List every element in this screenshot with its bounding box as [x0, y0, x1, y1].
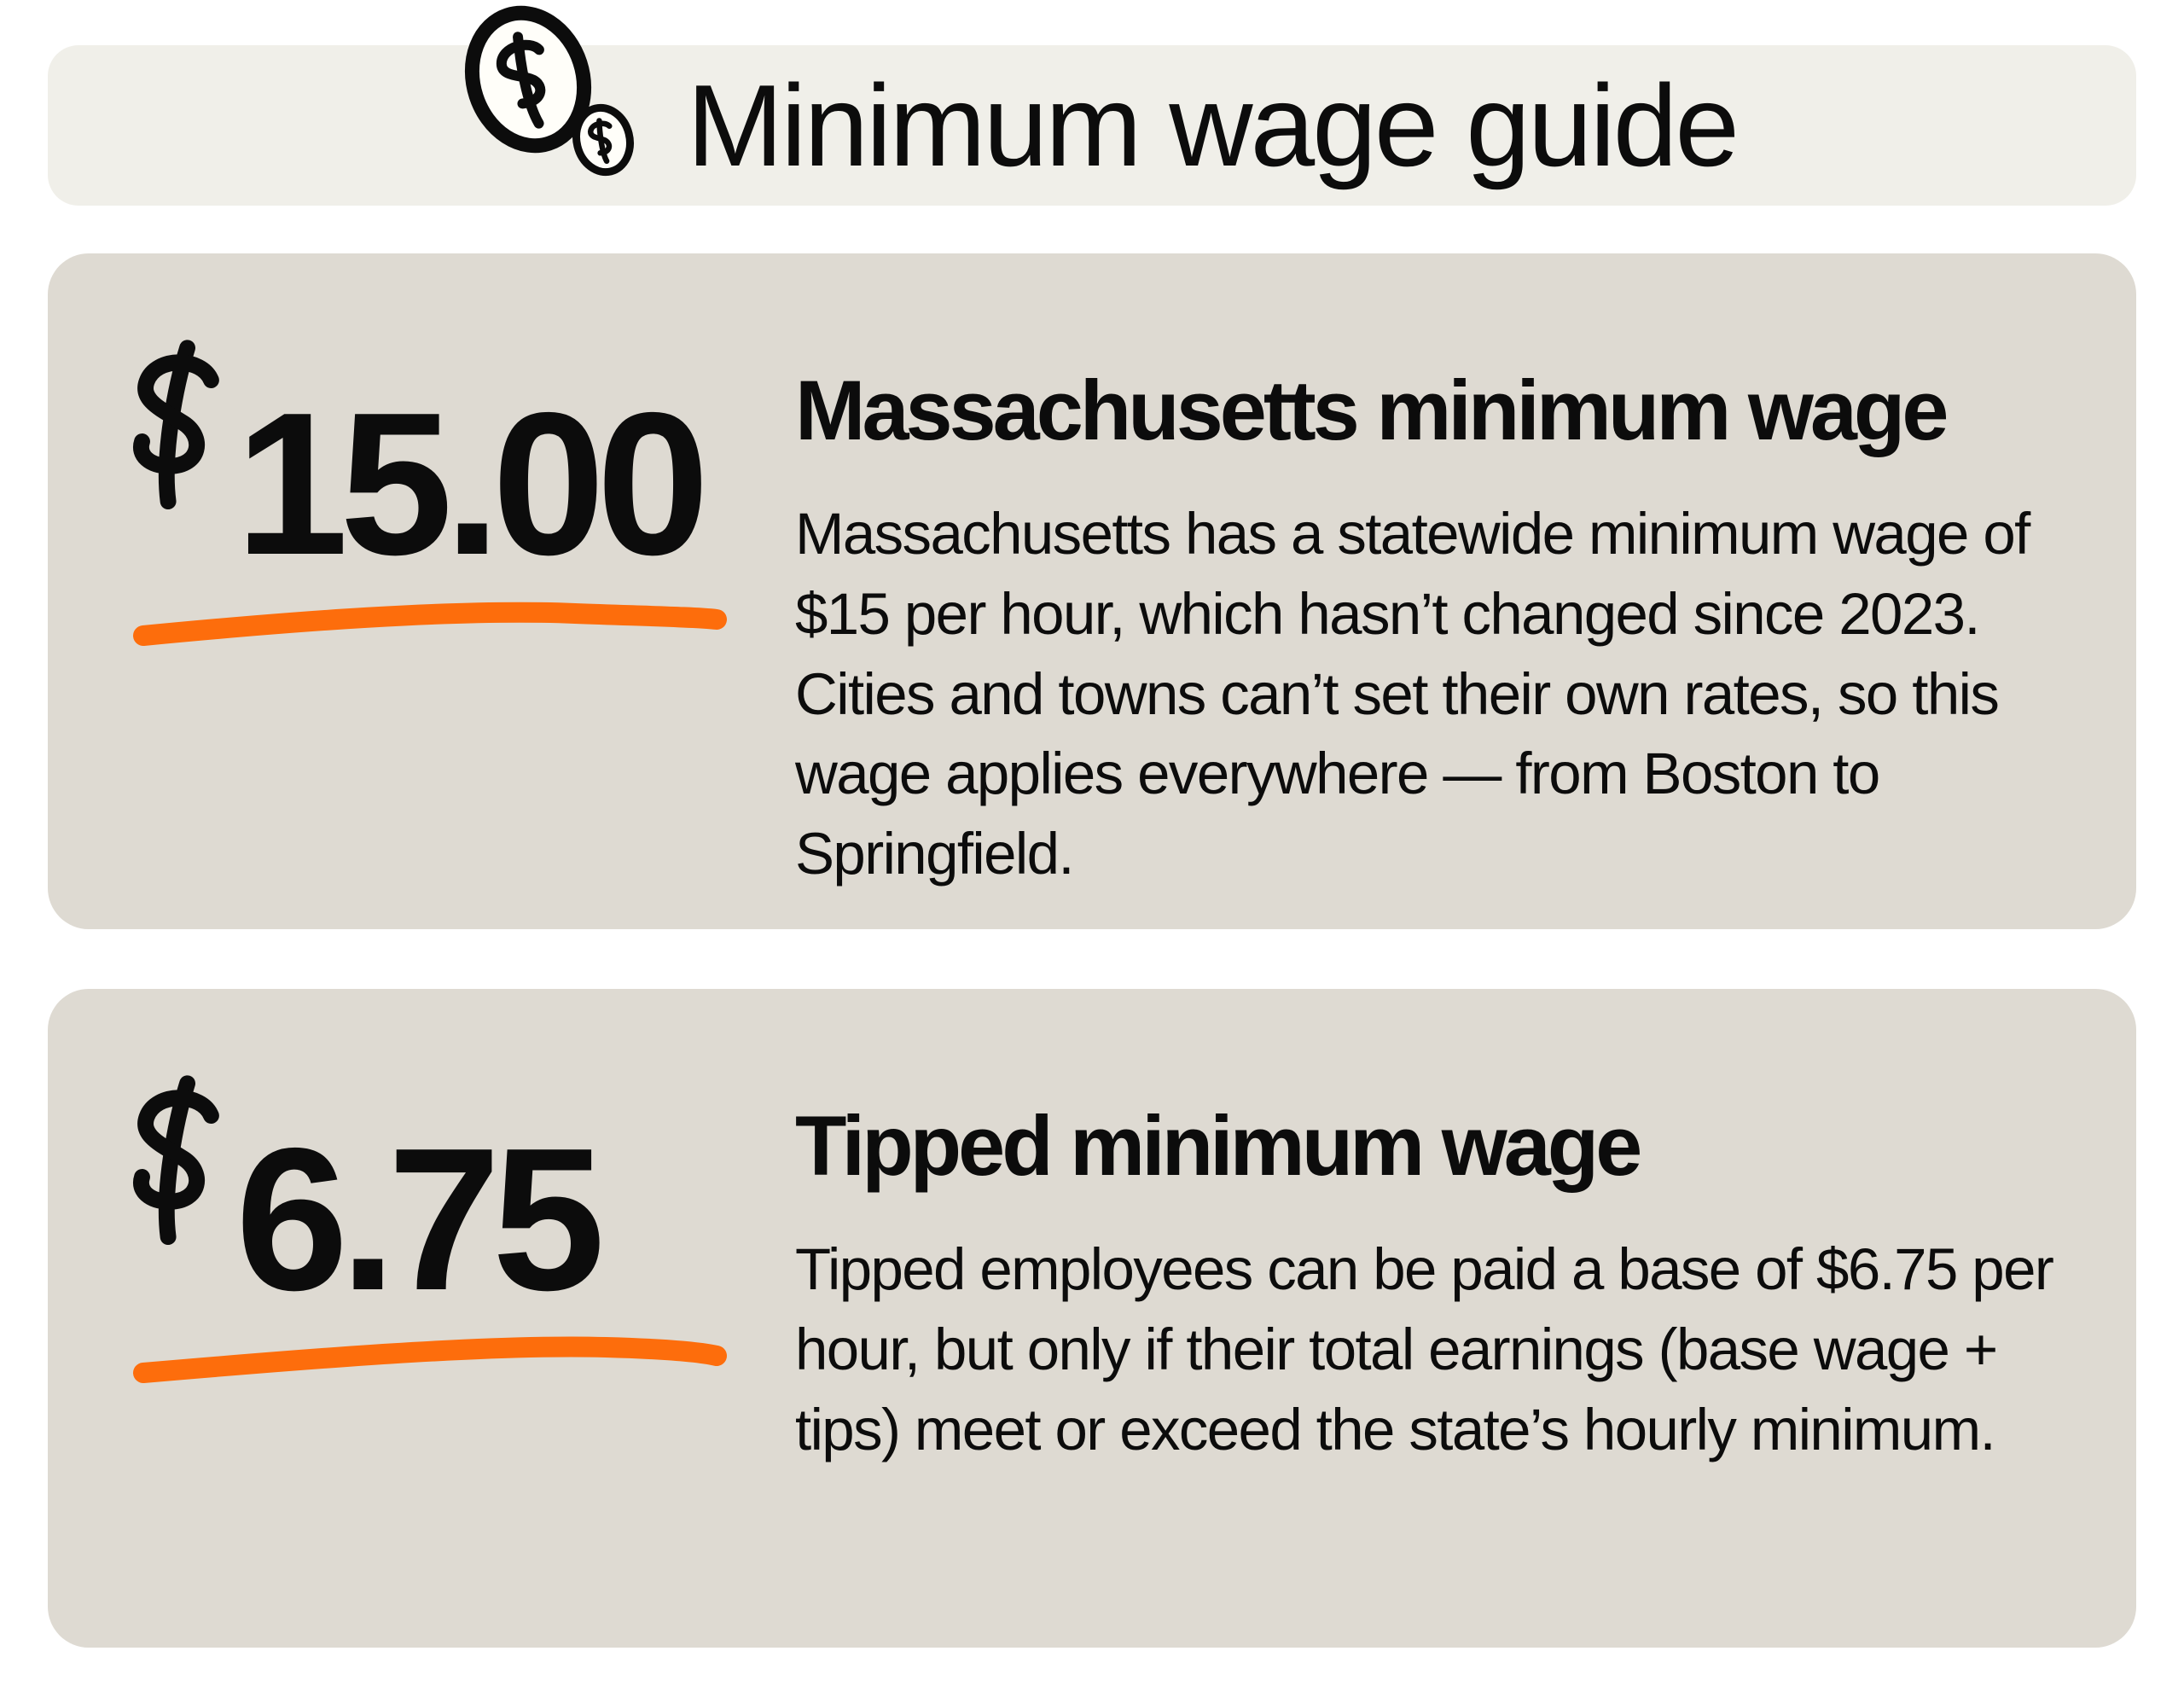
amount-value: $ 6.75 — [109, 1074, 756, 1322]
dollar-sign-doodle-icon — [133, 1075, 219, 1246]
amount-column: $ 15.00 — [48, 253, 756, 929]
page-title: Minimum wage guide — [686, 61, 1740, 190]
amount-digits: 15.00 — [235, 371, 710, 597]
tipped-minimum-wage-card: $ 6.75 Tipped minimum wage Tipped employ… — [48, 989, 2136, 1648]
amount-column: $ 6.75 — [48, 989, 756, 1648]
state-minimum-wage-card: $ 15.00 Massachusetts minimum wage Massa… — [48, 253, 2136, 929]
amount-digits: 6.75 — [235, 1107, 605, 1333]
card-body-text: Tipped employees can be paid a base of $… — [795, 1235, 2054, 1462]
dollar-coins-icon — [464, 5, 634, 176]
text-column: Massachusetts minimum wage Massachusetts… — [756, 253, 2117, 929]
header-content: Minimum wage guide — [447, 5, 1740, 190]
text-column: Tipped minimum wage Tipped employees can… — [756, 989, 2117, 1648]
header-bar: Minimum wage guide — [48, 5, 2136, 206]
card-heading: Massachusetts minimum wage — [795, 363, 1949, 457]
card-heading: Tipped minimum wage — [795, 1098, 1642, 1193]
amount-value: $ 15.00 — [109, 339, 756, 586]
orange-underline-stroke — [133, 602, 727, 646]
orange-underline-stroke — [133, 1336, 727, 1383]
dollar-sign-doodle-icon — [133, 340, 219, 510]
card-body-text: Massachusetts has a statewide minimum wa… — [795, 500, 2030, 887]
